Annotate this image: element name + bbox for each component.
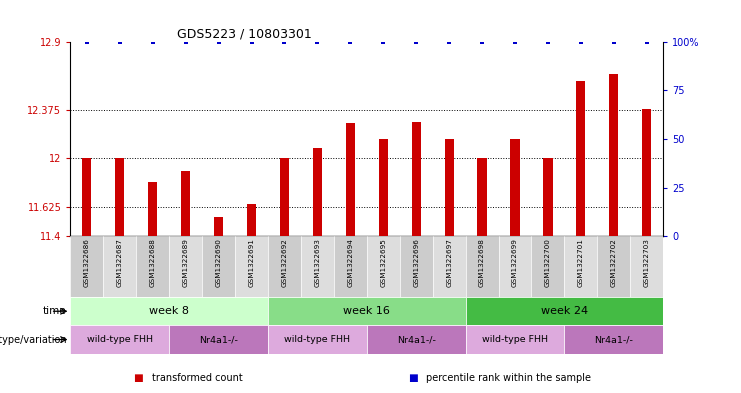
Text: Nr4a1-/-: Nr4a1-/- <box>199 335 238 344</box>
Bar <box>115 158 124 236</box>
Bar <box>268 236 301 297</box>
Text: wild-type FHH: wild-type FHH <box>285 335 350 344</box>
Point <box>377 39 389 45</box>
Bar <box>642 109 651 236</box>
Bar <box>301 236 334 297</box>
Point <box>114 39 126 45</box>
Point <box>476 39 488 45</box>
Text: GSM1322694: GSM1322694 <box>348 238 353 287</box>
Point <box>411 39 422 45</box>
Text: Nr4a1-/-: Nr4a1-/- <box>396 335 436 344</box>
Text: percentile rank within the sample: percentile rank within the sample <box>426 373 591 383</box>
Point <box>213 39 225 45</box>
Text: GSM1322698: GSM1322698 <box>479 238 485 287</box>
Point <box>81 39 93 45</box>
Text: GSM1322701: GSM1322701 <box>578 238 584 287</box>
Bar <box>576 81 585 236</box>
Bar <box>169 236 202 297</box>
Bar <box>531 236 565 297</box>
Text: wild-type FHH: wild-type FHH <box>87 335 153 344</box>
Text: GSM1322687: GSM1322687 <box>117 238 123 287</box>
Bar <box>565 325 663 354</box>
Point <box>608 39 619 45</box>
Text: GSM1322699: GSM1322699 <box>512 238 518 287</box>
Point <box>147 39 159 45</box>
Bar <box>202 236 235 297</box>
Bar <box>367 325 465 354</box>
Text: GSM1322700: GSM1322700 <box>545 238 551 287</box>
Bar <box>433 236 465 297</box>
Text: week 16: week 16 <box>343 306 391 316</box>
Point <box>542 39 554 45</box>
Bar <box>103 236 136 297</box>
Bar <box>82 158 91 236</box>
Text: GSM1322696: GSM1322696 <box>413 238 419 287</box>
Text: ■: ■ <box>408 373 417 383</box>
Point <box>245 39 257 45</box>
Bar <box>346 123 355 236</box>
Bar <box>70 325 169 354</box>
Bar <box>499 236 531 297</box>
Text: GSM1322702: GSM1322702 <box>611 238 617 287</box>
Bar <box>367 236 399 297</box>
Point <box>311 39 323 45</box>
Bar <box>379 139 388 236</box>
Bar <box>597 236 631 297</box>
Bar <box>214 217 223 236</box>
Bar <box>411 122 421 236</box>
Bar <box>511 139 519 236</box>
Text: genotype/variation: genotype/variation <box>0 334 67 345</box>
Text: GSM1322693: GSM1322693 <box>314 238 320 287</box>
Point <box>180 39 192 45</box>
Bar <box>609 74 619 236</box>
Bar <box>399 236 433 297</box>
Bar <box>543 158 553 236</box>
Bar <box>565 236 597 297</box>
Text: GSM1322703: GSM1322703 <box>644 238 650 287</box>
Text: transformed count: transformed count <box>152 373 242 383</box>
Bar <box>268 325 367 354</box>
Point <box>509 39 521 45</box>
Bar <box>477 158 487 236</box>
Bar <box>631 236 663 297</box>
Bar <box>70 236 103 297</box>
Bar <box>235 236 268 297</box>
Bar <box>465 325 565 354</box>
Bar <box>465 297 663 325</box>
Text: week 8: week 8 <box>149 306 189 316</box>
Text: GSM1322688: GSM1322688 <box>150 238 156 287</box>
Text: GDS5223 / 10803301: GDS5223 / 10803301 <box>177 28 312 40</box>
Point <box>345 39 356 45</box>
Text: wild-type FHH: wild-type FHH <box>482 335 548 344</box>
Text: ■: ■ <box>133 373 143 383</box>
Text: Nr4a1-/-: Nr4a1-/- <box>594 335 634 344</box>
Point <box>575 39 587 45</box>
Text: GSM1322686: GSM1322686 <box>84 238 90 287</box>
Text: GSM1322692: GSM1322692 <box>282 238 288 287</box>
Text: GSM1322697: GSM1322697 <box>446 238 452 287</box>
Text: GSM1322689: GSM1322689 <box>183 238 189 287</box>
Text: GSM1322691: GSM1322691 <box>248 238 254 287</box>
Point <box>279 39 290 45</box>
Bar <box>247 204 256 236</box>
Text: GSM1322690: GSM1322690 <box>216 238 222 287</box>
Bar <box>181 171 190 236</box>
Bar <box>70 297 268 325</box>
Bar <box>334 236 367 297</box>
Bar <box>268 297 465 325</box>
Bar <box>280 158 289 236</box>
Bar <box>313 148 322 236</box>
Point <box>443 39 455 45</box>
Text: time: time <box>43 306 67 316</box>
Text: GSM1322695: GSM1322695 <box>380 238 386 287</box>
Text: week 24: week 24 <box>541 306 588 316</box>
Point <box>641 39 653 45</box>
Bar <box>465 236 499 297</box>
Bar <box>445 139 453 236</box>
Bar <box>136 236 169 297</box>
Bar <box>148 182 157 236</box>
Bar <box>169 325 268 354</box>
